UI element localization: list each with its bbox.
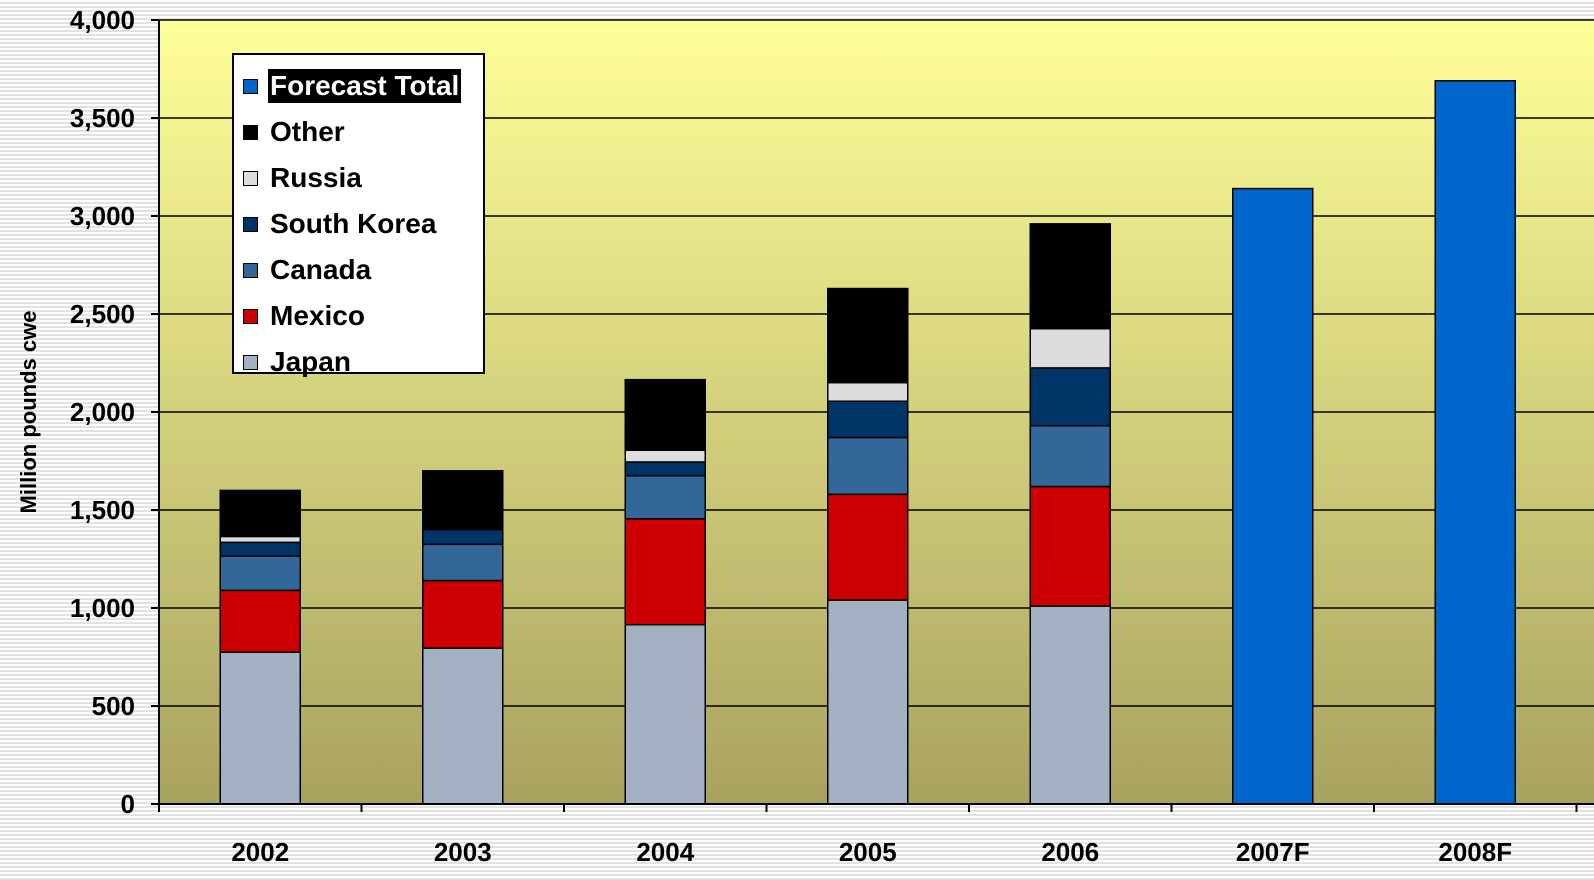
legend-item-south-korea: South Korea bbox=[234, 201, 483, 247]
bar-mexico-2003 bbox=[422, 579, 504, 649]
bar-japan-2005 bbox=[827, 599, 909, 805]
legend-item-canada: Canada bbox=[234, 247, 483, 293]
bar-mexico-2005 bbox=[827, 493, 909, 601]
legend-item-mexico: Mexico bbox=[234, 293, 483, 339]
bar-forecast-total-2008f bbox=[1434, 80, 1516, 805]
bar-russia-2006 bbox=[1029, 327, 1111, 369]
bar-other-2006 bbox=[1029, 223, 1111, 330]
legend-label: Canada bbox=[270, 254, 372, 285]
bar-russia-2002 bbox=[219, 535, 301, 544]
bar-mexico-2006 bbox=[1029, 485, 1111, 607]
y-tick-label: 0 bbox=[121, 789, 135, 819]
bar-south-korea-2003 bbox=[422, 528, 504, 546]
y-axis-title: Million pounds cwe bbox=[16, 311, 41, 514]
legend-label: Mexico bbox=[270, 300, 365, 331]
x-tick-label: 2006 bbox=[1041, 837, 1099, 867]
x-tick-label: 2005 bbox=[839, 837, 897, 867]
legend-item-japan: Japan bbox=[234, 339, 483, 385]
y-tick-label: 500 bbox=[92, 691, 135, 721]
legend-label: Japan bbox=[270, 346, 351, 377]
bar-south-korea-2004 bbox=[624, 461, 706, 477]
x-axis: 2002 2003 2004 2005 2006 2007F 2008F bbox=[158, 803, 1594, 867]
legend-swatch bbox=[243, 308, 258, 324]
bar-other-2004 bbox=[624, 378, 706, 451]
bar-other-2003 bbox=[422, 470, 504, 531]
x-tick-label: 2008F bbox=[1438, 837, 1512, 867]
bar-japan-2004 bbox=[624, 623, 706, 805]
legend-swatch bbox=[243, 262, 258, 278]
y-tick-label: 1,000 bbox=[70, 593, 135, 623]
y-tick-label: 2,000 bbox=[70, 397, 135, 427]
bar-other-2005 bbox=[827, 287, 909, 384]
bar-forecast-total-2007f bbox=[1232, 187, 1314, 805]
y-tick-label: 4,000 bbox=[70, 5, 135, 35]
bar-canada-2002 bbox=[219, 555, 301, 592]
legend-label: Russia bbox=[270, 162, 362, 193]
legend-swatch bbox=[243, 170, 258, 186]
legend-item-russia: Russia bbox=[234, 155, 483, 201]
bar-south-korea-2002 bbox=[219, 541, 301, 557]
bar-mexico-2004 bbox=[624, 518, 706, 626]
bar-south-korea-2005 bbox=[827, 400, 909, 439]
bar-canada-2004 bbox=[624, 474, 706, 520]
y-axis: 0 500 1,000 1,500 2,000 2,500 3,000 3,500 4,000 bbox=[70, 5, 160, 819]
bar-south-korea-2006 bbox=[1029, 367, 1111, 427]
legend-swatch bbox=[243, 216, 258, 232]
bar-other-2002 bbox=[219, 489, 301, 538]
y-tick-label: 1,500 bbox=[70, 495, 135, 525]
legend: Forecast Total Other Russia South Korea Cana… bbox=[232, 53, 485, 377]
x-tick-label: 2002 bbox=[231, 837, 289, 867]
y-tick-label: 3,500 bbox=[70, 103, 135, 133]
bar-japan-2002 bbox=[219, 651, 301, 805]
legend-swatch bbox=[243, 354, 258, 370]
legend-item-forecast-total: Forecast Total bbox=[234, 63, 483, 109]
legend-label: Forecast Total bbox=[268, 69, 462, 103]
y-tick-label: 2,500 bbox=[70, 299, 135, 329]
legend-swatch bbox=[243, 78, 258, 94]
legend-label: Other bbox=[270, 116, 345, 147]
legend-swatch bbox=[243, 124, 258, 140]
x-tick-label: 2004 bbox=[636, 837, 694, 867]
bar-canada-2006 bbox=[1029, 424, 1111, 488]
bar-canada-2005 bbox=[827, 436, 909, 496]
y-tick-label: 3,000 bbox=[70, 201, 135, 231]
bar-canada-2003 bbox=[422, 543, 504, 582]
bar-russia-2005 bbox=[827, 381, 909, 402]
bar-mexico-2002 bbox=[219, 589, 301, 653]
legend-item-other: Other bbox=[234, 109, 483, 155]
bar-japan-2006 bbox=[1029, 605, 1111, 805]
bar-japan-2003 bbox=[422, 647, 504, 805]
bars bbox=[219, 80, 1516, 805]
x-tick-label: 2007F bbox=[1236, 837, 1310, 867]
bar-russia-2004 bbox=[624, 449, 706, 463]
legend-label: South Korea bbox=[270, 208, 437, 239]
x-tick-label: 2003 bbox=[434, 837, 492, 867]
